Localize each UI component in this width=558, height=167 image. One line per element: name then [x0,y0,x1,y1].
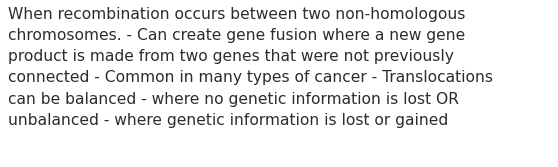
Text: When recombination occurs between two non-homologous
chromosomes. - Can create g: When recombination occurs between two no… [8,7,493,128]
